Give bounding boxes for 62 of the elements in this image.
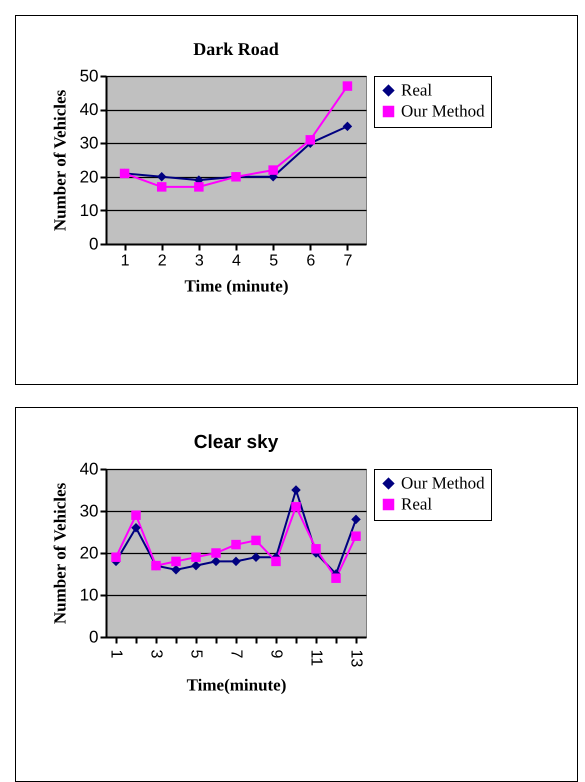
x-tick-label: 13 xyxy=(348,650,364,668)
point xyxy=(271,556,281,566)
y-axis-title: Number of Vehicles xyxy=(50,482,70,624)
y-tick-label: 20 xyxy=(80,167,98,186)
point xyxy=(231,540,241,550)
point xyxy=(191,560,201,570)
x-tick-label: 4 xyxy=(232,252,242,270)
point xyxy=(268,165,278,175)
point xyxy=(111,552,121,562)
x-tick-label: 3 xyxy=(194,252,204,270)
point xyxy=(194,182,204,192)
x-tick-label: 1 xyxy=(120,252,130,270)
y-axis-title: Number of Vehicles xyxy=(50,89,70,232)
x-tick-label: 7 xyxy=(228,650,244,658)
x-tick-label: 7 xyxy=(343,252,352,270)
chart-title: Dark Road xyxy=(193,39,279,59)
point xyxy=(231,556,241,566)
y-tick-label: 50 xyxy=(80,66,98,86)
point xyxy=(211,548,221,558)
x-tick-label: 5 xyxy=(188,650,204,658)
x-tick-label: 5 xyxy=(269,252,278,270)
y-tick-label: 0 xyxy=(89,628,98,646)
point xyxy=(342,122,352,132)
point xyxy=(351,531,361,541)
point xyxy=(131,510,141,520)
point xyxy=(351,514,361,524)
legend-label: Our Method xyxy=(401,102,486,120)
point xyxy=(251,536,261,546)
point xyxy=(251,552,261,562)
point xyxy=(291,485,301,495)
point xyxy=(342,81,352,91)
legend-label: Real xyxy=(401,80,432,100)
y-tick-label: 40 xyxy=(80,460,98,478)
y-tick-label: 0 xyxy=(89,234,98,254)
point xyxy=(171,565,181,575)
point xyxy=(171,556,181,566)
chart-title: Clear sky xyxy=(194,432,279,453)
x-tick-label: 9 xyxy=(268,650,284,658)
y-tick-label: 40 xyxy=(80,100,98,120)
y-tick-label: 10 xyxy=(80,586,98,604)
point xyxy=(331,573,341,583)
x-tick-label: 1 xyxy=(108,650,124,658)
legend-label: Our Method xyxy=(401,474,486,492)
point xyxy=(131,523,141,533)
x-tick-label: 3 xyxy=(148,650,164,658)
point xyxy=(291,502,301,512)
x-axis-title: Time (minute) xyxy=(184,276,289,296)
x-tick-label: 11 xyxy=(308,650,324,666)
y-tick-label: 30 xyxy=(80,134,98,153)
point xyxy=(306,135,316,145)
x-axis-title: Time(minute) xyxy=(186,675,286,694)
point xyxy=(211,556,221,566)
x-tick-label: 2 xyxy=(158,252,167,270)
y-tick-label: 30 xyxy=(80,502,98,520)
y-tick-label: 10 xyxy=(80,200,98,220)
x-tick-label: 6 xyxy=(306,252,316,270)
y-tick-label: 20 xyxy=(80,544,98,562)
point xyxy=(191,552,201,562)
point xyxy=(156,182,166,192)
legend-label: Real xyxy=(401,494,432,514)
point xyxy=(156,172,166,182)
point xyxy=(311,544,321,554)
